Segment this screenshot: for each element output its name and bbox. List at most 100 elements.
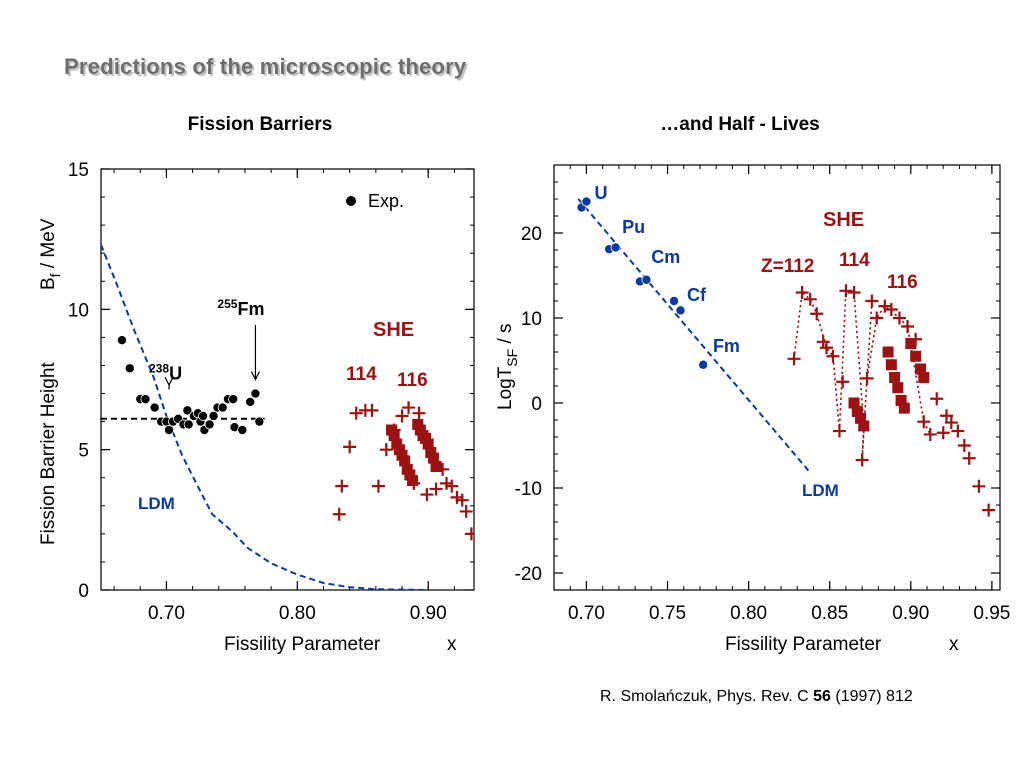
chart-half-lives: 0.70 0.75 0.80 0.85 0.90 0.95 -20 -10 0 10 20 Fissi…: [495, 164, 1010, 655]
x-tick-label: 0.80: [730, 603, 767, 624]
data-point-plus: [826, 349, 840, 363]
x-tick-label: 0.80: [279, 603, 316, 624]
data-point-square: [858, 420, 870, 432]
x-tick-label: 0.75: [649, 603, 686, 624]
chart-fission-barriers: 0.70 0.80 0.90 0 5 10 15 Fissility Parameter x Fi…: [38, 160, 475, 655]
y-axis-symbol: Bf / MeV: [38, 218, 63, 290]
data-point-plus: [332, 507, 346, 521]
y-tick-label: 10: [68, 300, 89, 321]
data-point-circle: [140, 394, 151, 405]
y-tick-label: 5: [78, 441, 89, 462]
data-point-square: [885, 359, 897, 371]
data-point-plus: [787, 352, 801, 366]
y-tick-label: 20: [521, 224, 542, 245]
data-point-circle: [237, 425, 248, 436]
data-point-plus: [795, 286, 809, 299]
data-point-square: [892, 382, 904, 394]
data-point-square: [406, 475, 418, 487]
data-point-plus: [816, 335, 830, 349]
data-point-square: [399, 455, 411, 467]
data-point-square: [918, 372, 930, 383]
data-point-circle: [198, 410, 209, 421]
z114-label: 114: [346, 364, 377, 385]
data-point-circle: [182, 405, 193, 416]
data-point-plus: [420, 488, 434, 502]
data-point-plus: [395, 409, 409, 423]
data-point-square: [393, 444, 405, 456]
data-point-circle: [610, 242, 621, 253]
chart-title-fission-barriers: Fission Barriers: [187, 114, 333, 135]
annotation-arrowhead: [164, 376, 174, 387]
data-point-square: [905, 338, 917, 349]
data-point-circle: [250, 388, 261, 399]
data-point-plus: [855, 453, 869, 467]
data-point-circle: [254, 416, 265, 427]
data-point-square: [404, 469, 416, 481]
data-point-plus: [839, 284, 853, 298]
data-point-plus: [836, 375, 850, 389]
data-point-plus: [810, 307, 824, 321]
y-axis-label: LogTSF / s: [495, 323, 520, 410]
y-tick-label: 15: [68, 160, 89, 181]
citation-source: R. Smolańczuk, Phys. Rev. C: [600, 688, 809, 705]
x-tick-label: 0.90: [410, 603, 447, 624]
data-layer: [101, 244, 474, 590]
y-tick-label: -20: [515, 564, 542, 585]
element-label-cm: Cm: [651, 247, 680, 267]
ldm-label: LDM: [138, 494, 175, 513]
element-label-cf: Cf: [687, 285, 707, 305]
data-point-plus: [957, 439, 971, 452]
data-point-circle: [669, 295, 680, 306]
data-point-square: [889, 372, 901, 383]
y-axis-title: Fission Barrier Height: [38, 362, 59, 545]
plot-frame: [100, 168, 475, 591]
data-point-plus: [819, 341, 833, 355]
data-point-plus: [923, 427, 937, 441]
y-tick-label: 0: [78, 581, 89, 602]
data-point-plus: [972, 479, 986, 493]
z114-label: 114: [839, 250, 870, 271]
data-point-square: [412, 418, 424, 430]
data-point-plus: [429, 482, 443, 496]
data-point-square: [882, 346, 894, 358]
annotation-arrowhead: [250, 371, 260, 381]
data-point-plus: [412, 406, 426, 420]
data-point-plus: [402, 401, 416, 415]
data-point-circle: [675, 305, 686, 316]
data-point-plus: [962, 451, 976, 465]
data-point-plus: [349, 406, 363, 420]
x-tick-label: 0.95: [973, 603, 1010, 624]
y-axis-label-symbol: Bf / MeV: [38, 218, 63, 290]
data-point-square: [848, 397, 860, 409]
data-layer: [576, 196, 996, 517]
data-point-square: [915, 363, 927, 375]
data-point-plus: [982, 503, 996, 517]
nuclide-label-fm: 255Fm: [217, 297, 264, 319]
data-point-circle: [581, 196, 592, 207]
data-point-square: [427, 452, 439, 464]
data-point-square: [420, 432, 432, 444]
data-point-square: [910, 350, 922, 362]
data-point-circle: [217, 402, 228, 413]
citation-volume: 56: [813, 688, 831, 705]
x-axis-symbol: x: [447, 634, 457, 655]
data-point-plus: [365, 403, 379, 417]
data-point-circle: [164, 425, 175, 436]
data-point-plus: [464, 527, 474, 541]
x-axis-label: Fissility Parameter: [725, 634, 882, 655]
data-point-plus: [455, 493, 469, 507]
data-point-circle: [204, 419, 215, 430]
data-point-square: [851, 406, 863, 417]
data-point-plus: [884, 303, 898, 316]
data-point-circle: [149, 402, 160, 413]
data-point-plus: [944, 416, 958, 430]
citation-year-page: (1997) 812: [835, 688, 913, 705]
x-tick-label: 0.90: [892, 603, 929, 624]
data-point-plus: [343, 440, 357, 454]
plot-frame: [553, 164, 1001, 591]
data-point-plus: [847, 286, 861, 299]
y-axis-label: Fission Barrier Height: [38, 362, 59, 545]
data-point-plus: [917, 415, 931, 429]
x-tick-label: 0.70: [568, 603, 605, 624]
